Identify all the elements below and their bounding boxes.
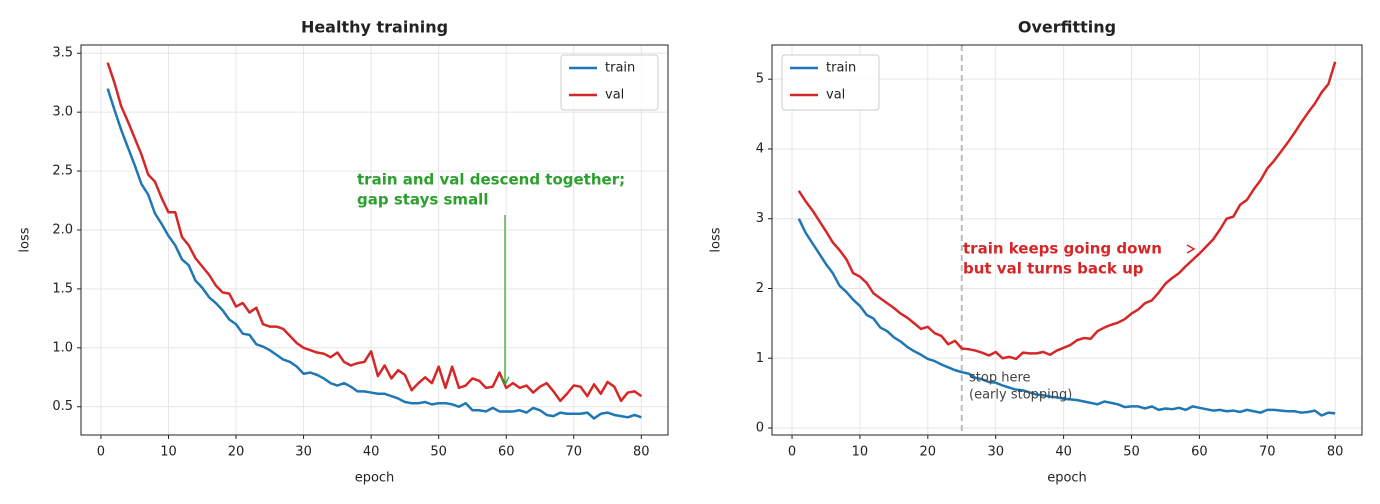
x-tick-label: 40	[363, 445, 380, 460]
series-line	[797, 61, 1337, 361]
y-tick-label: 3.5	[52, 46, 73, 61]
y-tick-label: 3.0	[52, 105, 73, 120]
series-line	[797, 218, 1336, 417]
y-tick-label: 1	[756, 351, 764, 366]
x-tick-label: 40	[1055, 445, 1072, 460]
plot-frame	[80, 44, 669, 436]
x-tick-label: 70	[1259, 445, 1276, 460]
y-tick-label: 0	[756, 421, 764, 436]
x-tick-label: 20	[920, 445, 937, 460]
x-tick-label: 80	[633, 445, 650, 460]
x-axis-label: epoch	[1047, 471, 1087, 486]
x-tick-label: 10	[852, 445, 869, 460]
y-tick-label: 2	[756, 281, 764, 296]
x-tick-label: 50	[430, 445, 447, 460]
chart-title: Healthy training	[301, 18, 448, 37]
legend-label: val	[605, 88, 624, 103]
x-tick-label: 0	[97, 445, 105, 460]
y-tick-label: 5	[756, 72, 764, 87]
chart-title: Overfitting	[1018, 18, 1116, 37]
y-tick-label: 3	[756, 211, 764, 226]
legend-label: train	[826, 61, 856, 76]
annotation: gap stays small	[357, 191, 488, 209]
x-tick-label: 20	[228, 445, 245, 460]
x-tick-label: 60	[1191, 445, 1208, 460]
annotation: train and val descend together;	[357, 171, 625, 189]
y-tick-label: 1.0	[52, 340, 73, 355]
x-tick-label: 60	[498, 445, 515, 460]
annotation-arrow	[1186, 244, 1196, 254]
x-tick-label: 80	[1327, 445, 1344, 460]
x-tick-label: 30	[295, 445, 312, 460]
y-tick-label: 2.5	[52, 164, 73, 179]
y-axis-label: loss	[709, 227, 724, 252]
legend-label: val	[826, 88, 845, 103]
annotation: train keeps going down	[963, 240, 1162, 258]
series-line	[106, 88, 642, 420]
annotation: stop here	[969, 371, 1031, 386]
legend-label: train	[605, 61, 635, 76]
x-tick-label: 10	[160, 445, 177, 460]
y-tick-label: 2.0	[52, 222, 73, 237]
y-tick-label: 1.5	[52, 281, 73, 296]
x-tick-label: 30	[987, 445, 1004, 460]
x-tick-label: 50	[1123, 445, 1140, 460]
x-axis-label: epoch	[355, 471, 395, 486]
y-axis-label: loss	[18, 227, 33, 252]
plot-frame	[771, 44, 1363, 436]
y-tick-label: 0.5	[52, 399, 73, 414]
annotation: but val turns back up	[963, 260, 1144, 278]
x-tick-label: 70	[565, 445, 582, 460]
annotation: (early stopping)	[969, 388, 1072, 403]
x-tick-label: 0	[788, 445, 796, 460]
y-tick-label: 4	[756, 141, 764, 156]
series-line	[106, 62, 643, 403]
